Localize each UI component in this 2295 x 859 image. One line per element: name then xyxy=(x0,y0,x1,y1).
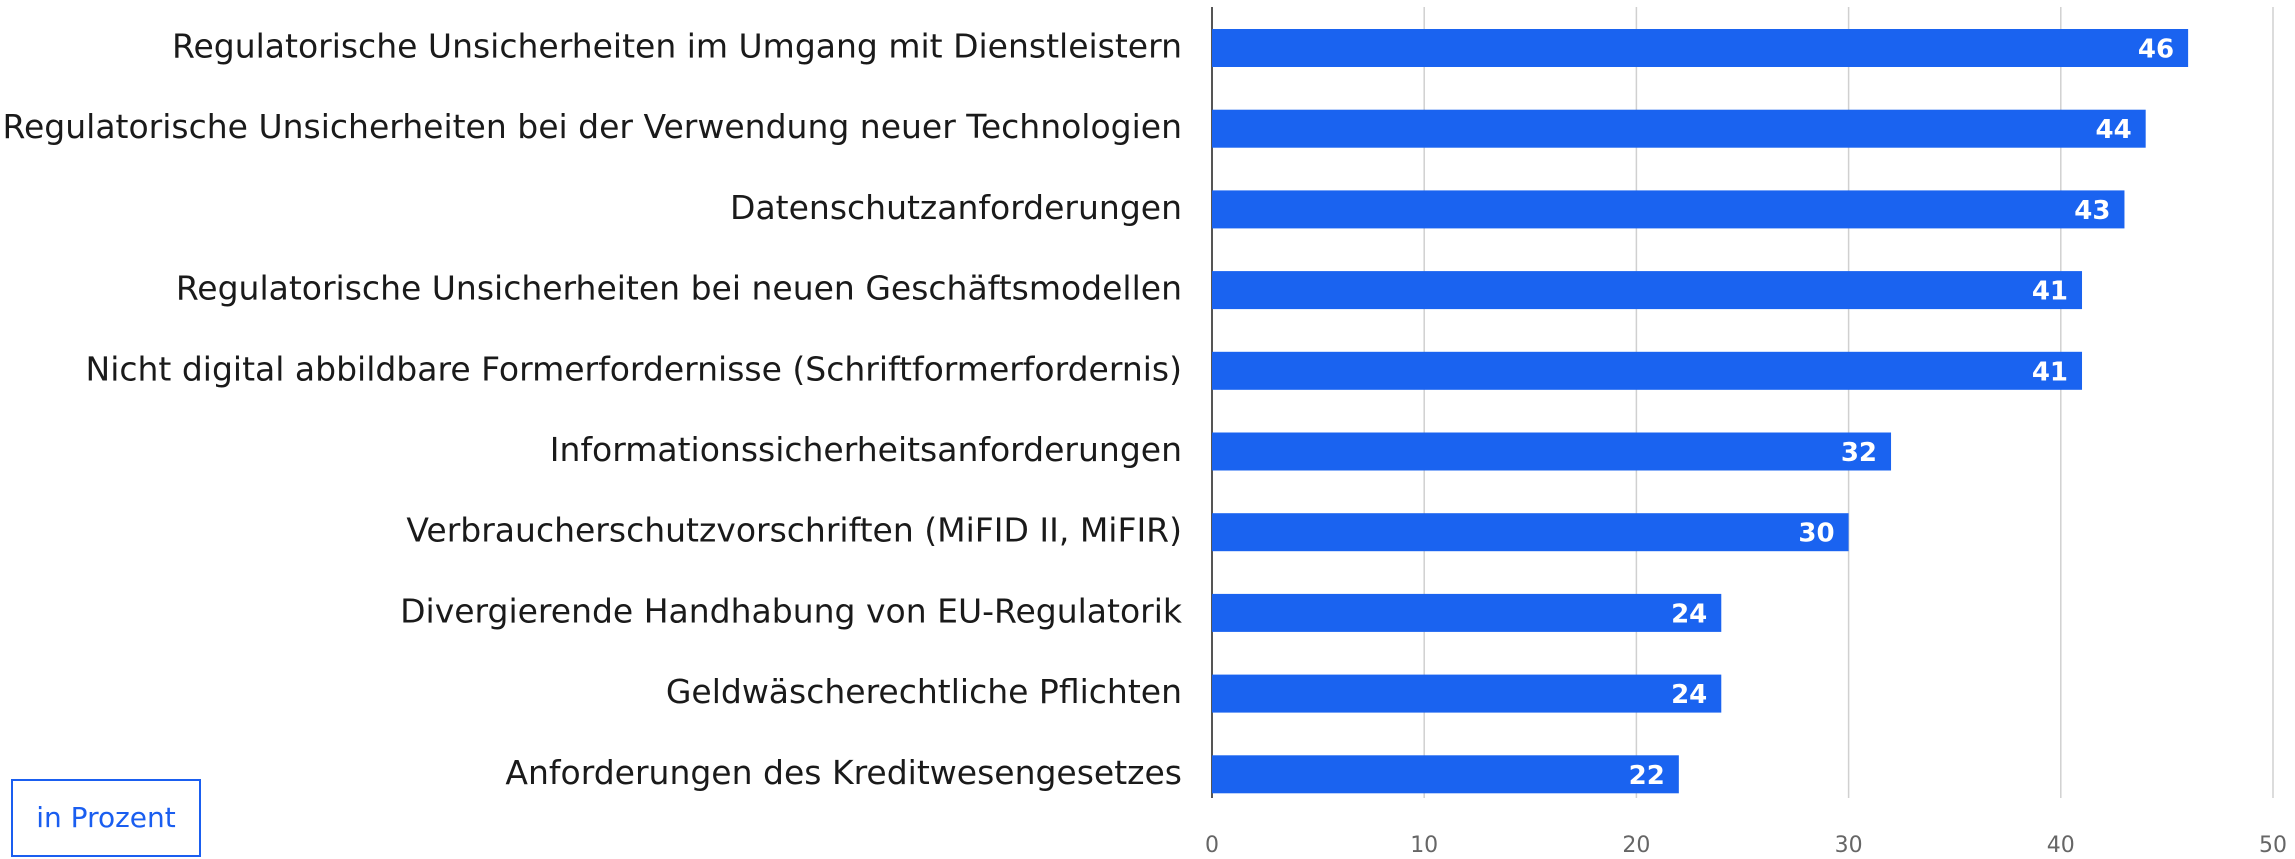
bar xyxy=(1212,29,2189,67)
value-label: 22 xyxy=(1629,761,1665,791)
x-tick-label: 30 xyxy=(1835,833,1863,858)
y-tick-label: Divergierende Handhabung von EU-Regulato… xyxy=(400,591,1183,630)
unit-note: in Prozent xyxy=(36,801,176,834)
value-label: 30 xyxy=(1798,519,1834,549)
y-tick-label: Anforderungen des Kreditwesengesetzes xyxy=(505,753,1182,792)
value-label: 32 xyxy=(1841,438,1877,468)
bar xyxy=(1212,513,1849,552)
x-tick-label: 20 xyxy=(1622,833,1650,858)
y-tick-label: Nicht digital abbildbare Formerfordernis… xyxy=(86,349,1182,388)
x-tick-label: 10 xyxy=(1410,833,1438,858)
value-label: 24 xyxy=(1671,680,1707,710)
note-box xyxy=(11,779,201,857)
y-tick-label: Informationssicherheitsanforderungen xyxy=(550,430,1182,469)
y-tick-label: Regulatorische Unsicherheiten bei neuen … xyxy=(176,269,1182,308)
value-label: 46 xyxy=(2138,35,2174,65)
value-label: 41 xyxy=(2032,357,2068,387)
bar xyxy=(1212,755,1679,794)
x-tick-label: 40 xyxy=(2047,833,2075,858)
bar xyxy=(1212,593,1722,632)
y-tick-label: Regulatorische Unsicherheiten bei der Ve… xyxy=(3,107,1182,146)
y-tick-label: Verbraucherschutzvorschriften (MiFID II,… xyxy=(406,511,1182,550)
value-label: 24 xyxy=(1671,599,1707,629)
value-label: 41 xyxy=(2032,277,2068,307)
value-label: 44 xyxy=(2095,115,2131,145)
value-label: 43 xyxy=(2074,196,2110,226)
y-tick-label: Regulatorische Unsicherheiten im Umgang … xyxy=(172,27,1182,66)
y-tick-label: Datenschutzanforderungen xyxy=(730,188,1182,227)
bar xyxy=(1212,674,1722,713)
bar xyxy=(1212,351,2083,390)
bar xyxy=(1212,190,2125,229)
bar xyxy=(1212,109,2146,148)
x-tick-label: 50 xyxy=(2259,833,2287,858)
x-tick-label: 0 xyxy=(1205,833,1219,858)
bar xyxy=(1212,271,2083,310)
bar xyxy=(1212,432,1892,471)
y-tick-label: Geldwäscherechtliche Pflichten xyxy=(666,672,1182,711)
